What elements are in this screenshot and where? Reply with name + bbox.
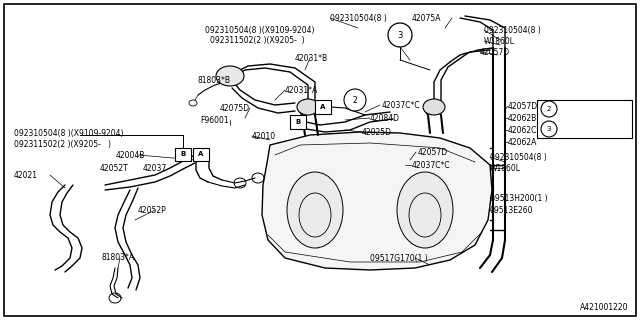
Text: 09513E260: 09513E260 xyxy=(490,205,534,214)
Text: 42062A: 42062A xyxy=(508,138,538,147)
Text: 42025D: 42025D xyxy=(362,127,392,137)
Text: 81803*B: 81803*B xyxy=(198,76,231,84)
Text: 42010: 42010 xyxy=(252,132,276,140)
Text: B: B xyxy=(180,151,186,157)
Ellipse shape xyxy=(423,99,445,115)
Polygon shape xyxy=(262,132,492,270)
Text: A: A xyxy=(198,151,204,157)
Bar xyxy=(193,148,209,161)
Text: 42021: 42021 xyxy=(14,171,38,180)
Ellipse shape xyxy=(397,172,453,248)
Text: 09513H200(1 ): 09513H200(1 ) xyxy=(490,194,548,203)
Ellipse shape xyxy=(541,101,557,117)
Ellipse shape xyxy=(344,89,366,111)
Text: 3: 3 xyxy=(547,126,551,132)
Bar xyxy=(290,115,306,129)
Text: F96001: F96001 xyxy=(200,116,228,124)
Text: A421001220: A421001220 xyxy=(579,303,628,313)
Text: 42037: 42037 xyxy=(143,164,167,172)
Text: 81803*A: 81803*A xyxy=(102,253,135,262)
Text: 42037C*C: 42037C*C xyxy=(382,100,420,109)
Ellipse shape xyxy=(287,172,343,248)
Text: 42057D: 42057D xyxy=(508,101,538,110)
Text: 092310504(8 ): 092310504(8 ) xyxy=(490,153,547,162)
Text: 42057D: 42057D xyxy=(480,47,510,57)
Text: 42075A: 42075A xyxy=(412,13,442,22)
Text: 09513E110(1 ): 09513E110(1 ) xyxy=(563,123,620,132)
Text: 42075D: 42075D xyxy=(220,103,250,113)
Text: 42031*A: 42031*A xyxy=(285,85,318,94)
Text: 42062B: 42062B xyxy=(508,114,537,123)
Ellipse shape xyxy=(216,66,244,86)
Text: 3: 3 xyxy=(397,30,403,39)
Text: 42031*B: 42031*B xyxy=(295,53,328,62)
Bar xyxy=(537,100,632,138)
Text: 092310504(8 )(X9109-9204): 092310504(8 )(X9109-9204) xyxy=(14,129,124,138)
Text: 2: 2 xyxy=(547,106,551,112)
Text: 092310504(8 ): 092310504(8 ) xyxy=(484,26,541,35)
Text: 09517G120(1 ): 09517G120(1 ) xyxy=(563,105,621,114)
Text: 42004B: 42004B xyxy=(116,150,145,159)
Text: 42062C: 42062C xyxy=(508,125,538,134)
Ellipse shape xyxy=(297,99,319,115)
Text: 092310504(8 ): 092310504(8 ) xyxy=(330,13,387,22)
Text: 092310504(8 )(X9109-9204): 092310504(8 )(X9109-9204) xyxy=(205,26,314,35)
Ellipse shape xyxy=(388,23,412,47)
Text: A: A xyxy=(320,104,326,110)
Text: W1860L: W1860L xyxy=(490,164,521,172)
Text: 42052T: 42052T xyxy=(100,164,129,172)
Text: 09517G170(1 ): 09517G170(1 ) xyxy=(370,253,428,262)
Text: 42057D: 42057D xyxy=(418,148,448,156)
Text: B: B xyxy=(296,119,301,125)
Text: 2: 2 xyxy=(353,95,357,105)
Text: 092311502(2 )(X9205-  ): 092311502(2 )(X9205- ) xyxy=(210,36,305,44)
Text: W1860L: W1860L xyxy=(484,36,515,45)
Ellipse shape xyxy=(541,121,557,137)
Bar xyxy=(315,100,331,114)
Text: 42037C*C: 42037C*C xyxy=(412,161,451,170)
Text: 42052P: 42052P xyxy=(138,205,167,214)
Text: 42084D: 42084D xyxy=(370,114,400,123)
Bar xyxy=(175,148,191,161)
Text: 092311502(2 )(X9205-   ): 092311502(2 )(X9205- ) xyxy=(14,140,111,148)
